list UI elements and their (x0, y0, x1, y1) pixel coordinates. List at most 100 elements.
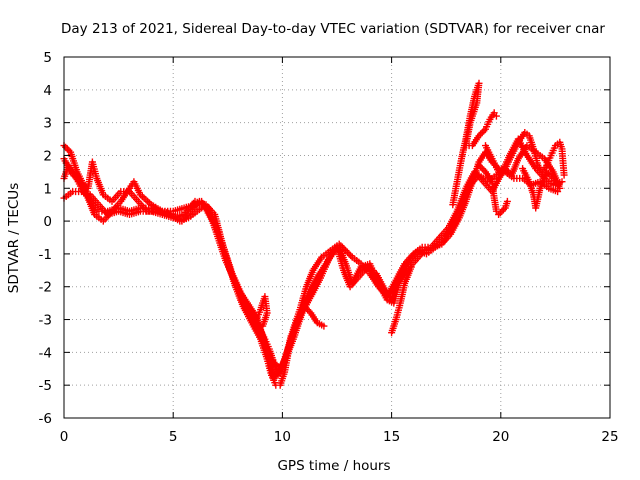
data-point (290, 335, 292, 337)
data-point (117, 210, 120, 213)
series-H (475, 161, 511, 218)
axis-ticks: 0 5 10 15 20 25 -6 -5 -4 -3 -2 -1 0 1 2 3 4 5 (39, 50, 619, 445)
data-point (528, 180, 531, 183)
data-point (465, 144, 467, 147)
data-point (87, 187, 89, 190)
data-point (547, 187, 550, 190)
data-point (556, 184, 559, 186)
data-point (521, 167, 524, 170)
data-point (189, 210, 192, 213)
data-point (139, 210, 142, 213)
data-point (98, 210, 100, 213)
data-point (493, 111, 496, 114)
x-tick-label: 5 (169, 429, 178, 445)
data-point (255, 318, 258, 321)
data-point (196, 210, 199, 213)
data-point (491, 180, 493, 183)
x-axis-label: GPS time / hours (277, 458, 390, 474)
data-point (366, 266, 369, 268)
data-point (478, 134, 480, 137)
data-point (296, 318, 299, 321)
data-point (240, 292, 242, 295)
data-point (465, 138, 467, 140)
data-point (119, 190, 122, 193)
data-point (327, 259, 330, 262)
data-point (541, 171, 544, 173)
data-point (493, 197, 496, 200)
data-point (410, 266, 413, 268)
data-point (390, 331, 393, 334)
y-tick-label: 1 (43, 181, 52, 197)
data-point (318, 279, 321, 282)
series-G (449, 79, 500, 209)
data-point (198, 200, 201, 203)
data-point (231, 272, 234, 275)
data-point (257, 325, 260, 327)
data-point (167, 213, 170, 216)
y-tick-label: -3 (39, 313, 52, 329)
data-point (342, 269, 345, 272)
data-point (78, 180, 81, 183)
data-point (526, 154, 528, 157)
data-point (222, 246, 225, 249)
data-point (458, 216, 461, 219)
data-point (283, 371, 286, 373)
data-point (264, 338, 266, 341)
data-point (266, 312, 268, 314)
data-point (460, 157, 463, 160)
data-point (323, 325, 325, 327)
data-point (305, 285, 308, 288)
data-point (368, 262, 371, 265)
data-point (449, 233, 452, 236)
data-point (513, 177, 515, 180)
data-point (510, 174, 513, 177)
data-point (475, 102, 478, 104)
data-point (95, 177, 98, 180)
data-point (392, 302, 395, 304)
x-tick-label: 10 (274, 429, 291, 445)
data-point (495, 210, 498, 213)
data-point (178, 220, 181, 223)
data-point (87, 197, 89, 200)
data-point (554, 144, 557, 147)
y-tick-label: -4 (39, 345, 52, 361)
data-point (133, 180, 135, 183)
y-tick-label: 2 (43, 148, 52, 164)
data-point (240, 299, 242, 301)
data-point (102, 193, 105, 196)
series-E (237, 293, 271, 330)
data-point (517, 141, 520, 144)
data-point (344, 249, 347, 252)
data-point (307, 292, 310, 295)
data-point (71, 190, 74, 193)
series-D (60, 155, 328, 379)
data-point (438, 236, 441, 239)
data-point (264, 295, 266, 298)
data-point (403, 282, 406, 285)
data-point (375, 272, 378, 275)
data-point (157, 210, 159, 213)
data-point (277, 374, 279, 377)
x-tick-label: 25 (601, 429, 618, 445)
data-point (93, 213, 96, 216)
data-point (349, 285, 351, 288)
data-point (456, 180, 458, 183)
data-point (102, 220, 105, 223)
data-point (484, 128, 487, 131)
data-point (146, 210, 148, 213)
data-point (532, 148, 535, 150)
data-point (521, 177, 524, 180)
data-point (491, 157, 493, 160)
data-point (495, 115, 498, 117)
data-point (421, 246, 424, 249)
data-point (523, 131, 526, 134)
data-point (395, 318, 397, 321)
data-point (532, 193, 535, 196)
data-point (399, 302, 402, 304)
data-point (119, 200, 122, 203)
data-point (137, 200, 140, 203)
data-point (183, 207, 186, 209)
data-point (506, 200, 509, 203)
data-point (539, 187, 541, 190)
y-tick-label: 3 (43, 116, 52, 132)
